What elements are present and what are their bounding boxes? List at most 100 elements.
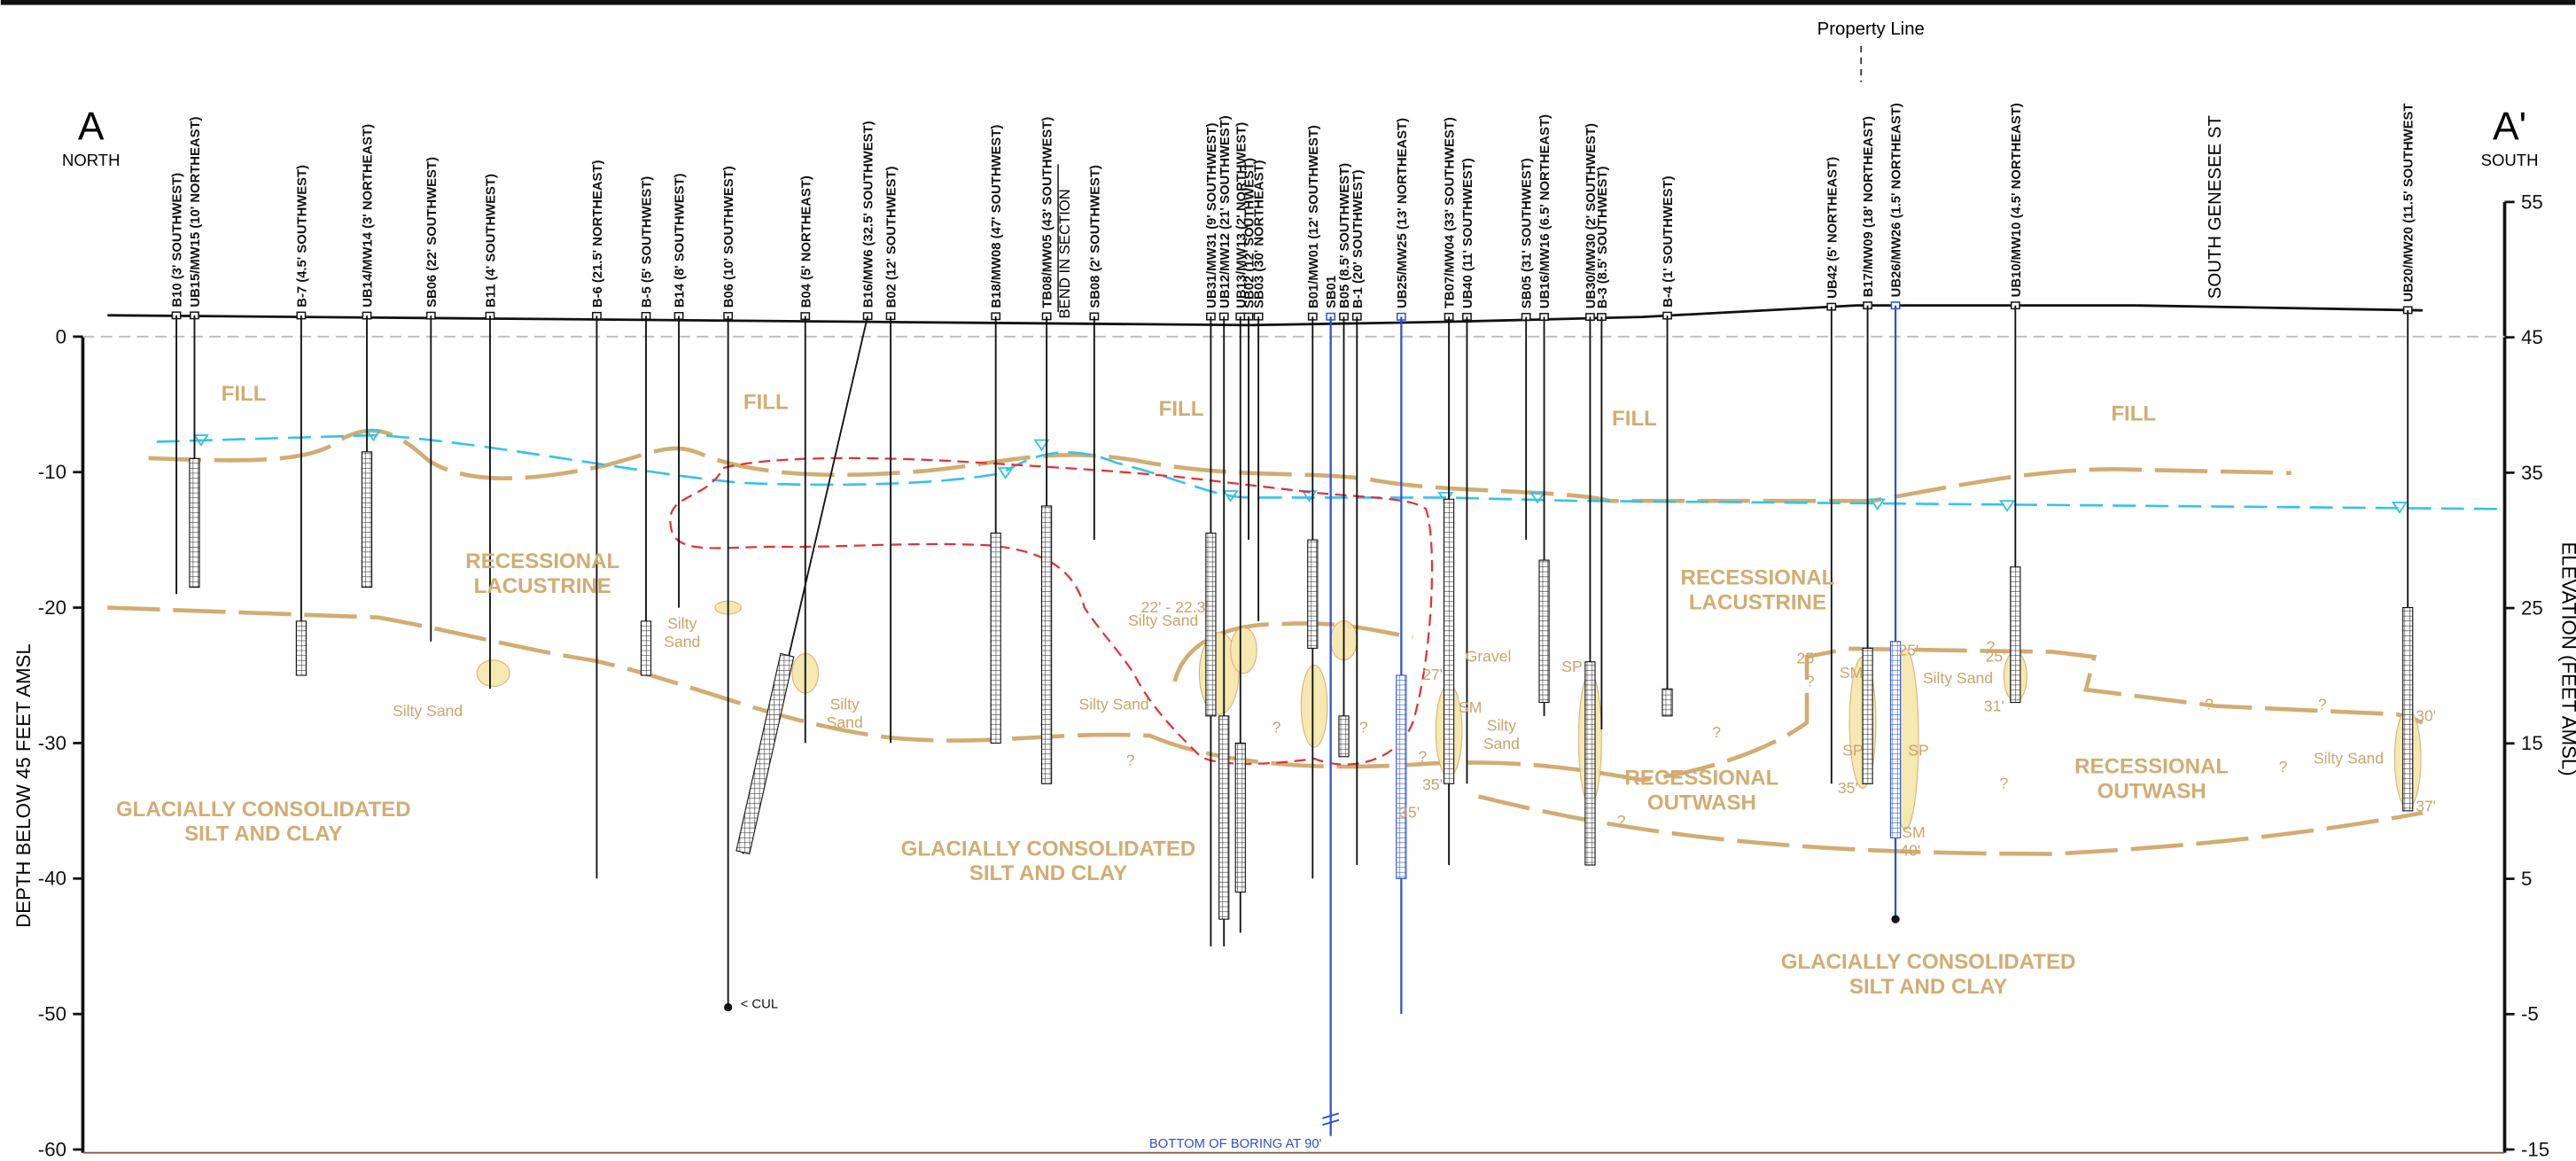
boring-label: UB26/MW26 (1.5' NORTHEAST) <box>1890 103 1904 297</box>
unit-label: FILL <box>743 390 789 414</box>
boring-label: UB14/MW14 (3' NORTHEAST) <box>362 124 376 308</box>
boring-label: UB15/MW15 (10' NORTHEAST) <box>189 116 203 307</box>
annotation: 35' <box>1399 804 1420 822</box>
annotation: ? <box>2318 695 2327 713</box>
annotation: Silty Sand <box>1078 695 1148 713</box>
well-screen <box>1889 641 1902 838</box>
boring-label: B01/MW01 (12' SOUTHWEST) <box>1307 125 1321 308</box>
annotation: < CUL <box>741 998 778 1012</box>
unit-label: RECESSIONAL <box>1624 767 1778 791</box>
well-screen <box>1862 647 1873 784</box>
annotation: Silty Sand <box>393 702 463 720</box>
tick-label: -15 <box>2521 1138 2549 1160</box>
boring-label: SB06 (22' SOUTHWEST) <box>425 157 440 308</box>
annotation: SM <box>1459 698 1482 716</box>
tick-label: 55 <box>2521 191 2543 213</box>
boring-label: B02 (12' SOUTHWEST) <box>885 166 899 308</box>
annotation: SP <box>1842 741 1863 759</box>
well-screen <box>640 620 652 676</box>
annotation: 40' <box>1900 841 1920 859</box>
annotation: ? <box>1419 748 1428 766</box>
well-screen <box>361 451 373 588</box>
tick-label: -20 <box>38 596 66 619</box>
unit-label: RECESSIONAL <box>1680 566 1834 590</box>
annotation: 25' <box>1797 650 1817 667</box>
tick-label: -5 <box>2521 1003 2539 1025</box>
ground-surface <box>107 304 2423 327</box>
well-screen <box>1584 661 1596 866</box>
annotation: 25' <box>1898 641 1918 658</box>
well-screen <box>1443 498 1455 784</box>
annotation: 27' <box>1422 666 1443 683</box>
unit-label: SILT AND CLAY <box>1849 975 2007 999</box>
boring-label: UB10/MW10 (4.5' NORTHEAST) <box>2010 103 2024 297</box>
annotation: Gravel <box>1466 648 1512 666</box>
annotation: 37' <box>2416 797 2436 814</box>
tick-label: 35 <box>2521 462 2543 484</box>
boring-label: UB30/MW30 (2' SOUTHWEST) <box>1584 123 1599 308</box>
annotation: SP <box>1561 658 1582 675</box>
well-screen <box>1234 742 1246 893</box>
unit-label: OUTWASH <box>1647 791 1756 814</box>
boring-label: SB05 (31' SOUTHWEST) <box>1521 158 1535 308</box>
boring-label: B04 (5' NORTHEAST) <box>799 175 813 308</box>
annotation: Silty Sand <box>2314 750 2384 768</box>
unit-label: GLACIALLY CONSOLIDATED <box>1781 950 2076 974</box>
top-border <box>0 0 2576 5</box>
well-screen <box>189 457 200 588</box>
boring-label: UB25/MW25 (13' NORTHEAST) <box>1396 118 1410 308</box>
unit-label: FILL <box>222 382 267 406</box>
property-line-label: Property Line <box>1817 19 1925 39</box>
unit-label: RECESSIONAL <box>465 549 619 573</box>
unit-label: RECESSIONAL <box>2074 755 2229 779</box>
unit-label: SILT AND CLAY <box>184 822 342 846</box>
unit-label: GLACIALLY CONSOLIDATED <box>116 798 411 822</box>
annotation: 35' <box>1838 779 1858 797</box>
well-screen <box>2010 566 2021 704</box>
boring-label: B-1 (20' SOUTHWEST) <box>1351 169 1366 308</box>
boring-label: TB08/MW05 (43' SOUTHWEST) <box>1041 117 1055 308</box>
tick-label: -60 <box>38 1138 66 1160</box>
well-screen <box>1218 715 1230 920</box>
left-axis-title: DEPTH BELOW 45 FEET AMSL <box>12 643 35 928</box>
unit-label: SILT AND CLAY <box>969 861 1127 885</box>
boring-label: B-6 (21.5' NORTHEAST) <box>591 160 605 308</box>
boring-label: B14 (8' SOUTHWEST) <box>673 173 688 308</box>
boring-label: B06 (10' SOUTHWEST) <box>722 166 736 308</box>
annotation: ? <box>1712 723 1721 741</box>
section-end: A' <box>2493 105 2526 148</box>
boring-label: UB42 (5' NORTHEAST) <box>1825 157 1840 299</box>
well-screen <box>1041 505 1053 784</box>
boring-label: UB20/MW20 (11.5' SOUTHWEST <box>2402 104 2416 302</box>
unit-label: LACUSTRINE <box>474 574 611 598</box>
labels: B10 (3' SOUTHWEST) UB15/MW15 (10' NORTHEA… <box>116 103 2436 1151</box>
unit-label: OUTWASH <box>2097 780 2206 804</box>
water-table <box>156 433 2505 510</box>
unit-label: FILL <box>2111 401 2156 425</box>
annotation: 30' <box>2416 706 2436 724</box>
boring-label: B-7 (4.5' SOUTHWEST) <box>295 165 309 308</box>
well-screen <box>735 652 795 855</box>
unit-label: LACUSTRINE <box>1689 590 1826 614</box>
right-axis-title: ELEVATION (FEET AMSL) <box>2557 542 2576 775</box>
direction: SOUTH <box>2481 151 2539 169</box>
annotation: 22' - 22.3' <box>1141 598 1209 616</box>
break-mark <box>1322 1112 1340 1126</box>
annotation: 25' <box>1986 648 2006 666</box>
street-label: SOUTH GENESEE ST <box>2206 115 2225 299</box>
boring-label: UB40 (11' SOUTHWEST) <box>1461 158 1475 308</box>
annotation: ? <box>1359 718 1368 736</box>
boring-label: TB07/MW04 (33' SOUTHWEST) <box>1444 117 1458 308</box>
annotation: SM <box>1840 664 1863 682</box>
annotation: Silty Sand <box>1128 612 1198 629</box>
borings <box>171 301 2414 1136</box>
boring-label: B05 (8.5' SOUTHWEST) <box>1338 163 1352 308</box>
direction: NORTH <box>62 151 121 169</box>
annotation: ? <box>1987 638 1996 656</box>
tick-label: 0 <box>56 325 66 347</box>
tick-label: -40 <box>38 868 66 890</box>
contacts <box>107 428 2424 856</box>
boring-label: B-4 (1' SOUTHWEST) <box>1662 175 1676 307</box>
well-screen <box>1662 688 1673 717</box>
